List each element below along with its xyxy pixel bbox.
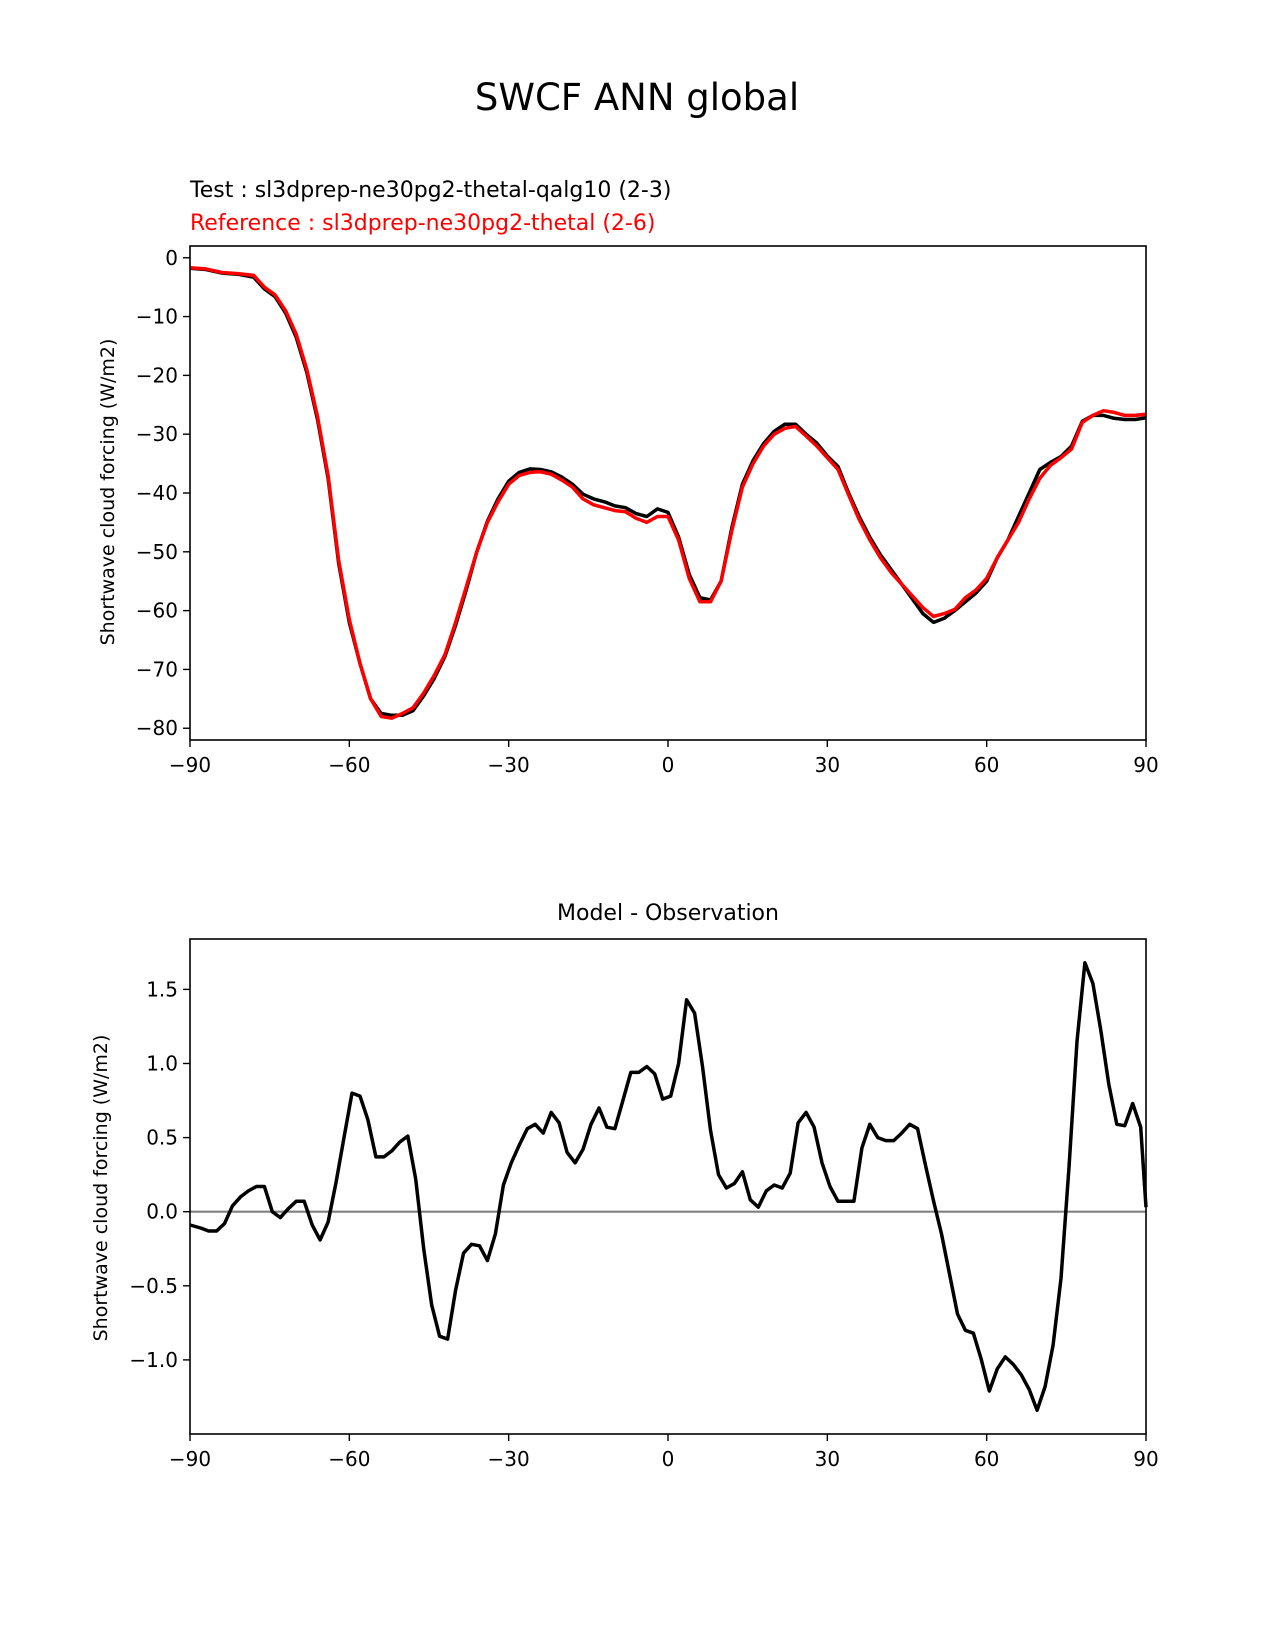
bottom-y-axis-label: Shortwave cloud forcing (W/m2) <box>90 1035 112 1342</box>
reference-run-title: Reference : sl3dprep-ne30pg2-thetal (2-6… <box>190 211 655 236</box>
difference-series-line <box>189 960 1148 1413</box>
x-tick-label: 60 <box>974 1447 999 1471</box>
x-tick-label: −90 <box>169 753 211 777</box>
y-tick-label: −70 <box>136 657 178 681</box>
top-plot-area: −90 −60 −30 0 30 60 90 0 −10 −20 −30 −40 −50 −60 −70 −8… <box>136 245 1159 777</box>
y-tick-label: −40 <box>136 481 178 505</box>
y-tick-label: −10 <box>136 305 178 329</box>
y-tick-label: 0 <box>165 246 178 270</box>
y-tick-label: 0.0 <box>146 1200 178 1224</box>
y-tick-label: −80 <box>136 716 178 740</box>
x-tick-label: 90 <box>1133 753 1158 777</box>
y-tick-label: −30 <box>136 422 178 446</box>
x-tick-label: −60 <box>328 1447 370 1471</box>
x-tick-label: 30 <box>815 1447 840 1471</box>
x-tick-label: −60 <box>328 753 370 777</box>
y-tick-label: 0.5 <box>146 1126 178 1150</box>
x-tick-label: −30 <box>488 753 530 777</box>
y-tick-label: 1.5 <box>146 977 178 1001</box>
x-tick-label: 0 <box>662 1447 675 1471</box>
bottom-chart-panel: Model - Observation Shortwave cloud forc… <box>90 901 1159 1471</box>
reference-series-line <box>189 266 1147 720</box>
x-tick-label: 60 <box>974 753 999 777</box>
test-run-title: Test : sl3dprep-ne30pg2-thetal-qalg10 (2… <box>189 178 671 203</box>
figure-title: SWCF ANN global <box>475 76 799 119</box>
x-tick-label: −30 <box>488 1447 530 1471</box>
bottom-plot-area: −90 −60 −30 0 30 60 90 1.5 1.0 0.5 0.0 −0.5 −1.0 <box>129 938 1159 1471</box>
top-chart-panel: Test : sl3dprep-ne30pg2-thetal-qalg10 (2… <box>97 178 1159 777</box>
difference-chart-title: Model - Observation <box>557 901 779 926</box>
plot-frame <box>189 245 1147 741</box>
y-tick-label: −20 <box>136 363 178 387</box>
y-tick-label: 1.0 <box>146 1051 178 1075</box>
y-tick-label: −60 <box>136 599 178 623</box>
y-tick-label: −1.0 <box>129 1348 178 1372</box>
y-tick-label: −50 <box>136 540 178 564</box>
x-tick-label: −90 <box>169 1447 211 1471</box>
top-y-axis-label: Shortwave cloud forcing (W/m2) <box>97 339 119 646</box>
y-tick-label: −0.5 <box>129 1274 178 1298</box>
test-series-line <box>189 266 1147 718</box>
x-tick-label: 30 <box>815 753 840 777</box>
x-tick-label: 90 <box>1133 1447 1158 1471</box>
x-tick-label: 0 <box>662 753 675 777</box>
